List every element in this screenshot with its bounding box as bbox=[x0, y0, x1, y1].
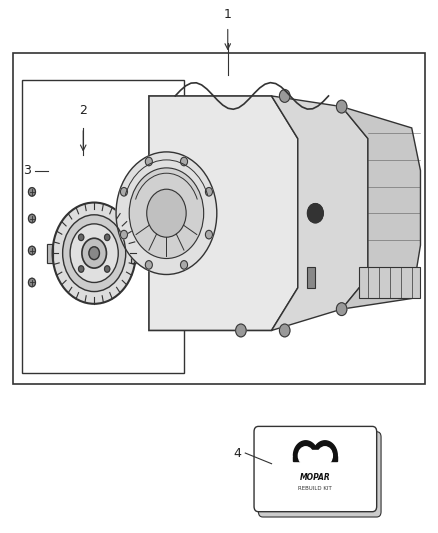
Polygon shape bbox=[342, 107, 420, 309]
Bar bbox=[131, 244, 137, 263]
Circle shape bbox=[53, 203, 136, 304]
Circle shape bbox=[63, 215, 126, 292]
Polygon shape bbox=[293, 441, 318, 456]
Circle shape bbox=[116, 152, 217, 274]
Text: 2: 2 bbox=[79, 104, 87, 117]
Circle shape bbox=[318, 447, 332, 465]
Polygon shape bbox=[307, 266, 315, 288]
Circle shape bbox=[298, 447, 313, 465]
Text: 3: 3 bbox=[23, 164, 31, 177]
Bar bbox=[13, 53, 425, 384]
Circle shape bbox=[28, 246, 35, 255]
Polygon shape bbox=[313, 441, 337, 456]
Polygon shape bbox=[272, 96, 368, 330]
Bar bbox=[47, 244, 53, 263]
Text: 4: 4 bbox=[233, 447, 241, 459]
Circle shape bbox=[145, 157, 152, 166]
Circle shape bbox=[180, 157, 187, 166]
Circle shape bbox=[307, 204, 323, 223]
Circle shape bbox=[28, 214, 35, 223]
Polygon shape bbox=[359, 266, 420, 298]
FancyBboxPatch shape bbox=[258, 432, 381, 517]
Bar bbox=[47, 244, 53, 263]
Bar bbox=[293, 456, 337, 461]
Bar bbox=[22, 80, 184, 373]
Circle shape bbox=[78, 234, 84, 240]
Circle shape bbox=[129, 168, 204, 259]
Circle shape bbox=[28, 278, 35, 287]
Circle shape bbox=[205, 188, 212, 196]
Circle shape bbox=[78, 266, 84, 272]
Circle shape bbox=[105, 266, 110, 272]
Circle shape bbox=[105, 234, 110, 240]
Text: REBUILD KIT: REBUILD KIT bbox=[298, 486, 332, 491]
Circle shape bbox=[205, 230, 212, 239]
Circle shape bbox=[120, 230, 127, 239]
Bar bbox=[131, 244, 137, 263]
Circle shape bbox=[279, 324, 290, 337]
Circle shape bbox=[120, 188, 127, 196]
Circle shape bbox=[70, 224, 118, 282]
Text: MOPAR: MOPAR bbox=[300, 473, 331, 481]
Bar bbox=[311, 450, 320, 464]
Circle shape bbox=[236, 324, 246, 337]
Text: 1: 1 bbox=[224, 9, 232, 21]
Circle shape bbox=[28, 188, 35, 196]
Circle shape bbox=[89, 247, 99, 260]
Circle shape bbox=[336, 100, 347, 113]
Circle shape bbox=[180, 261, 187, 269]
Circle shape bbox=[147, 189, 186, 237]
Circle shape bbox=[336, 303, 347, 316]
Circle shape bbox=[145, 261, 152, 269]
Circle shape bbox=[82, 238, 106, 268]
FancyBboxPatch shape bbox=[254, 426, 377, 512]
Circle shape bbox=[279, 90, 290, 102]
Polygon shape bbox=[149, 96, 298, 330]
